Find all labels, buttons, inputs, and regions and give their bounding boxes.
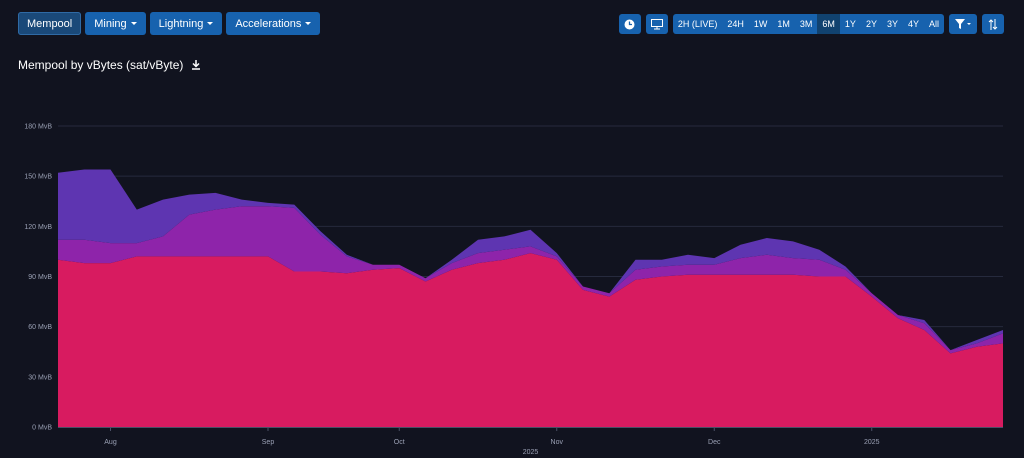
main-nav: Mempool Mining Lightning Accelerations <box>18 12 321 35</box>
range-button[interactable]: 6M <box>817 14 840 34</box>
range-button[interactable]: 2Y <box>861 14 882 34</box>
range-button[interactable]: 3M <box>795 14 818 34</box>
y-tick-label: 120 MvB <box>24 224 52 231</box>
range-button[interactable]: 3Y <box>882 14 903 34</box>
range-group: 2H (LIVE) 24H 1W 1M 3M 6M 1Y 2Y 3Y 4Y All <box>672 14 944 34</box>
sort-icon <box>988 18 998 30</box>
x-tick-label: Nov <box>551 439 564 446</box>
area <box>58 253 1003 427</box>
x-tick-label: Aug <box>104 439 117 446</box>
monitor-icon <box>650 18 663 29</box>
download-icon[interactable] <box>191 60 201 70</box>
area <box>58 206 1003 354</box>
y-tick-label: 180 MvB <box>24 124 52 131</box>
clock-button[interactable] <box>618 14 641 34</box>
x-tick-label: 2025 <box>864 439 880 446</box>
range-button[interactable]: All <box>924 14 944 34</box>
nav-button[interactable]: Lightning <box>149 12 223 35</box>
filter-button[interactable] <box>949 14 977 34</box>
y-tick-label: 60 MvB <box>28 324 52 331</box>
range-button[interactable]: 1M <box>772 14 795 34</box>
x-tick-label: Sep <box>262 439 275 446</box>
range-button[interactable]: 4Y <box>903 14 924 34</box>
invert-button[interactable] <box>982 14 1004 34</box>
range-button[interactable]: 1Y <box>840 14 861 34</box>
monitor-button[interactable] <box>645 14 668 34</box>
range-button[interactable]: 24H <box>722 14 749 34</box>
x-axis-label: 2025 <box>523 449 539 456</box>
chart-title: Mempool by vBytes (sat/vByte) <box>18 58 184 72</box>
y-tick-label: 30 MvB <box>28 374 52 381</box>
nav-button[interactable]: Mempool <box>18 12 82 35</box>
toolbar: 2H (LIVE) 24H 1W 1M 3M 6M 1Y 2Y 3Y 4Y All <box>618 14 1004 34</box>
range-button[interactable]: 2H (LIVE) <box>673 14 723 34</box>
chart-header: Mempool by vBytes (sat/vByte) <box>18 58 201 72</box>
y-tick-label: 150 MvB <box>24 174 52 181</box>
nav-button[interactable]: Mining <box>85 12 146 35</box>
clock-icon <box>624 19 635 29</box>
y-tick-label: 0 MvB <box>32 425 52 432</box>
y-tick-label: 90 MvB <box>28 274 52 281</box>
x-tick-label: Oct <box>394 439 405 446</box>
x-tick-label: Dec <box>708 439 721 446</box>
nav-button[interactable]: Accelerations <box>226 12 321 35</box>
filter-icon <box>955 19 971 29</box>
range-button[interactable]: 1W <box>749 14 773 34</box>
